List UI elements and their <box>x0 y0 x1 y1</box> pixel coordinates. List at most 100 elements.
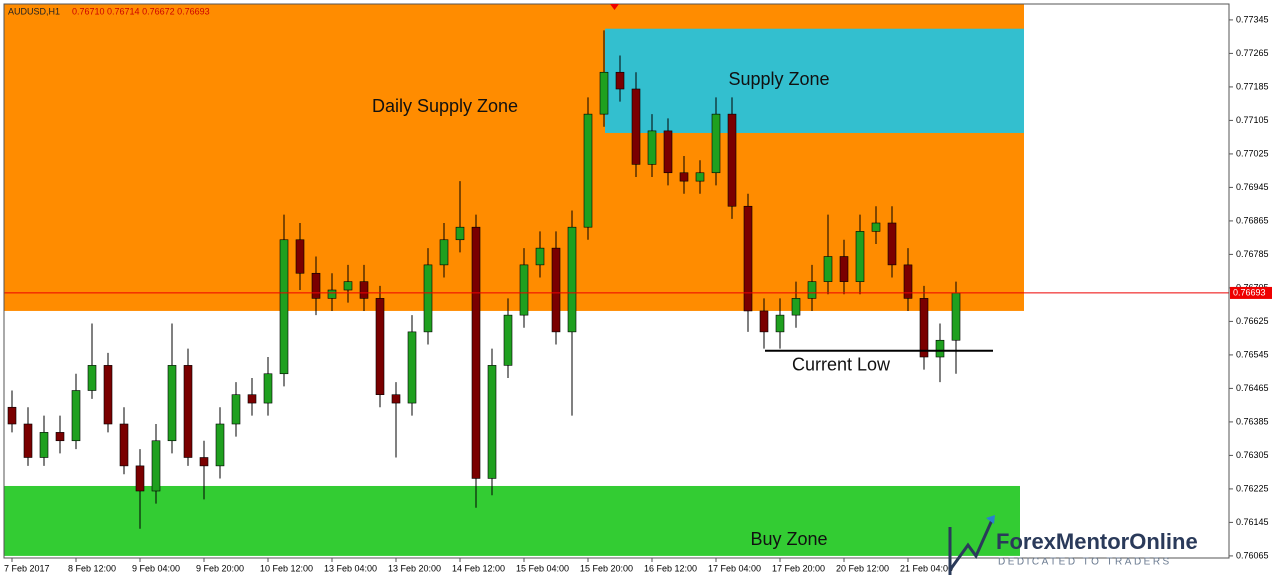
y-tick-label: 0.76065 <box>1236 550 1269 560</box>
candle-body <box>935 339 945 358</box>
y-tick-label: 0.77185 <box>1236 81 1269 91</box>
candle-body <box>311 272 321 299</box>
x-tick-label: 20 Feb 12:00 <box>836 563 889 573</box>
candle-body <box>871 222 881 232</box>
y-tick-label: 0.77105 <box>1236 115 1269 125</box>
candle-body <box>807 281 817 299</box>
y-tick-label: 0.76145 <box>1236 517 1269 527</box>
candle-body <box>583 113 593 228</box>
x-tick-label: 9 Feb 04:00 <box>132 563 180 573</box>
y-tick-label: 0.76305 <box>1236 450 1269 460</box>
symbol: AUDUSD,H1 <box>8 6 60 16</box>
candle-body <box>151 440 161 492</box>
header-prices: 0.76710 0.76714 0.76672 0.76693 <box>72 6 210 16</box>
zone <box>4 485 1020 556</box>
candle-body <box>391 394 401 404</box>
candle-body <box>791 298 801 316</box>
candle-body <box>855 231 865 282</box>
candle-body <box>471 226 481 479</box>
candle-body <box>727 113 737 207</box>
candle-body <box>375 298 385 395</box>
candle-body <box>663 130 673 174</box>
candle-body <box>743 205 753 312</box>
candle-body <box>711 113 721 174</box>
zone-label: Daily Supply Zone <box>372 96 518 116</box>
candle-body <box>775 314 785 333</box>
candle-body <box>423 264 433 333</box>
x-tick-label: 9 Feb 20:00 <box>196 563 244 573</box>
candle-body <box>263 373 273 404</box>
price-tag-label: 0.76693 <box>1233 287 1266 297</box>
candle-body <box>951 292 961 341</box>
candle-body <box>487 365 497 479</box>
x-tick-label: 15 Feb 04:00 <box>516 563 569 573</box>
candle-body <box>759 310 769 333</box>
y-tick-label: 0.76945 <box>1236 182 1269 192</box>
candle-body <box>119 423 129 467</box>
candle-body <box>903 264 913 299</box>
logo-arrow <box>986 515 995 524</box>
candle-body <box>631 88 641 165</box>
candle-body <box>327 289 337 299</box>
candle-body <box>343 281 353 291</box>
x-tick-label: 17 Feb 04:00 <box>708 563 761 573</box>
candle-body <box>199 457 209 467</box>
current-low-label: Current Low <box>792 354 891 374</box>
candle-body <box>183 365 193 458</box>
x-tick-label: 15 Feb 20:00 <box>580 563 633 573</box>
marker <box>610 4 619 10</box>
candle-body <box>919 298 929 358</box>
x-tick-label: 13 Feb 04:00 <box>324 563 377 573</box>
y-tick-label: 0.76865 <box>1236 215 1269 225</box>
candle-body <box>839 256 849 282</box>
candle-body <box>567 226 577 333</box>
logo: ForexMentorOnline DEDICATED TO TRADERS <box>948 515 1198 575</box>
candle-body <box>215 423 225 467</box>
candle-body <box>231 394 241 425</box>
candle-body <box>615 71 625 90</box>
candle-body <box>23 423 33 458</box>
candle-body <box>7 406 17 425</box>
candle-body <box>55 432 65 442</box>
y-tick-label: 0.77025 <box>1236 148 1269 158</box>
candle-body <box>535 247 545 266</box>
logo-tagline: DEDICATED TO TRADERS <box>998 557 1172 568</box>
candle-body <box>167 365 177 442</box>
candle-body <box>823 256 833 282</box>
x-tick-label: 10 Feb 12:00 <box>260 563 313 573</box>
candle-body <box>599 71 609 115</box>
zone-label: Supply Zone <box>728 69 829 89</box>
candle-body <box>407 331 417 404</box>
candle-body <box>135 465 145 492</box>
x-tick-label: 8 Feb 12:00 <box>68 563 116 573</box>
x-tick-label: 16 Feb 12:00 <box>644 563 697 573</box>
candle-body <box>551 247 561 333</box>
candle-body <box>71 390 81 442</box>
candle-body <box>455 226 465 241</box>
candle-body <box>39 432 49 458</box>
x-tick-label: 17 Feb 20:00 <box>772 563 825 573</box>
price-tag <box>1230 286 1272 299</box>
zone-label: Buy Zone <box>750 529 827 549</box>
candle-body <box>519 264 529 316</box>
zone <box>605 28 1024 133</box>
y-tick-label: 0.76545 <box>1236 349 1269 359</box>
candle-body <box>247 394 257 404</box>
candle-body <box>887 222 897 266</box>
y-tick-label: 0.77345 <box>1236 14 1269 24</box>
candle-body <box>679 172 689 182</box>
candle-body <box>359 281 369 299</box>
candle-body <box>87 365 97 391</box>
logo-icon <box>948 519 994 575</box>
x-tick-label: 14 Feb 12:00 <box>452 563 505 573</box>
candle-body <box>103 365 113 425</box>
candle-body <box>295 239 305 274</box>
x-tick-label: 7 Feb 2017 <box>4 563 50 573</box>
candle-body <box>279 239 289 375</box>
candle-body <box>695 172 705 182</box>
y-tick-label: 0.76225 <box>1236 483 1269 493</box>
x-tick-label: 21 Feb 04:00 <box>900 563 953 573</box>
y-tick-label: 0.76625 <box>1236 316 1269 326</box>
